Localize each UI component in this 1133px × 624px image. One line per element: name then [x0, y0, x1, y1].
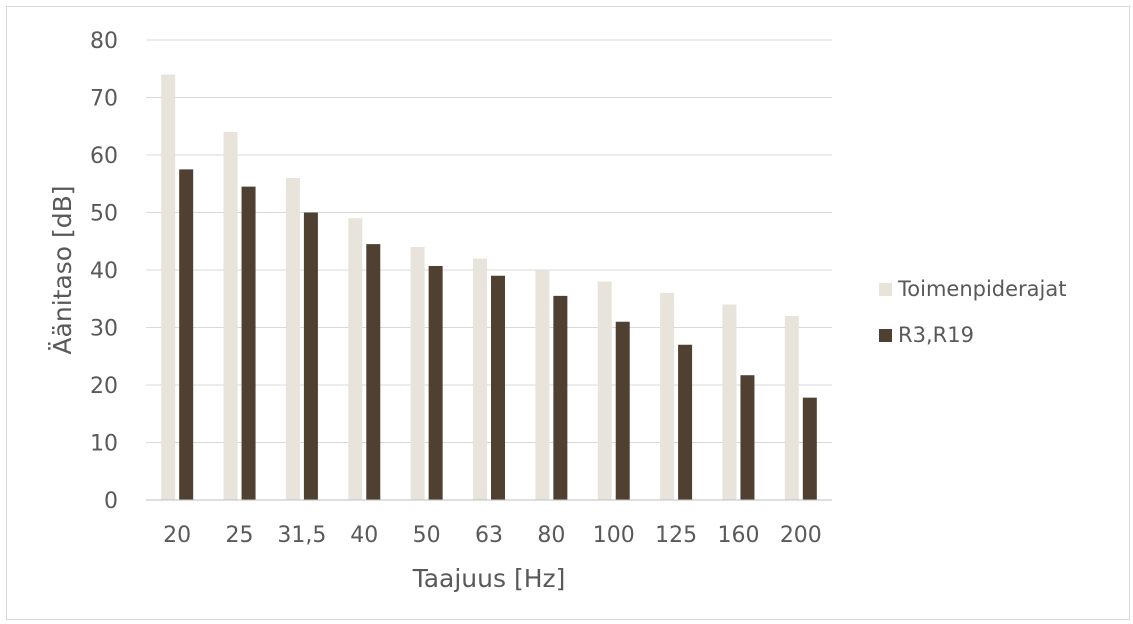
x-tick-label: 50 [413, 523, 441, 548]
bar-toimenpiderajat [161, 74, 176, 500]
x-tick-label: 20 [163, 523, 191, 548]
x-tick-label: 160 [717, 523, 759, 548]
x-tick-label: 80 [537, 523, 565, 548]
y-axis-title: Äänitaso [dB] [48, 185, 77, 354]
legend-label-r3-r19: R3,R19 [898, 323, 974, 347]
chart-frame [6, 6, 1130, 620]
x-tick-label: 63 [475, 523, 503, 548]
bars [161, 74, 817, 500]
y-tick-label: 40 [90, 259, 118, 284]
bar-toimenpiderajat [722, 304, 737, 500]
x-tick-label: 200 [780, 523, 822, 548]
bar-r3-r19 [179, 169, 194, 500]
y-tick-label: 60 [90, 144, 118, 169]
bar-toimenpiderajat [535, 270, 550, 500]
bar-toimenpiderajat [473, 258, 487, 500]
legend-swatch-r3-r19 [879, 329, 892, 342]
legend: Toimenpiderajat R3,R19 [879, 277, 1066, 347]
y-tick-label: 10 [90, 432, 118, 457]
bar-r3-r19 [491, 275, 505, 500]
bar-toimenpiderajat [784, 316, 799, 500]
bar-toimenpiderajat [410, 247, 425, 500]
bar-r3-r19 [366, 244, 381, 500]
x-tick-label: 40 [350, 523, 378, 548]
bar-toimenpiderajat [223, 132, 238, 500]
bar-r3-r19 [802, 397, 817, 500]
y-tick-labels: 0 10 20 30 40 50 60 70 80 [90, 29, 118, 514]
legend-swatch-toimenpiderajat [879, 283, 892, 296]
legend-label-toimenpiderajat: Toimenpiderajat [897, 277, 1066, 301]
x-tick-label: 25 [226, 523, 254, 548]
bar-r3-r19 [303, 212, 318, 500]
x-tick-label: 125 [655, 523, 697, 548]
bar-toimenpiderajat [660, 293, 675, 500]
y-tick-label: 80 [90, 29, 118, 54]
y-tick-label: 20 [90, 374, 118, 399]
bar-r3-r19 [678, 344, 693, 500]
gridlines [146, 39, 832, 443]
x-tick-label: 31,5 [277, 523, 326, 548]
y-tick-label: 50 [90, 202, 118, 227]
bar-r3-r19 [241, 186, 256, 500]
bar-r3-r19 [553, 295, 568, 500]
x-tick-label: 100 [593, 523, 635, 548]
x-tick-labels: 20 25 31,5 40 50 63 80 100 125 160 200 [163, 523, 822, 548]
bar-toimenpiderajat [597, 281, 612, 500]
bar-r3-r19 [615, 321, 630, 500]
bar-toimenpiderajat [348, 218, 363, 500]
bar-r3-r19 [740, 375, 755, 500]
bar-r3-r19 [428, 265, 443, 500]
bar-toimenpiderajat [285, 178, 300, 500]
x-axis-title: Taajuus [Hz] [412, 564, 566, 593]
y-tick-label: 0 [104, 489, 118, 514]
y-tick-label: 70 [90, 87, 118, 112]
y-tick-label: 30 [90, 317, 118, 342]
